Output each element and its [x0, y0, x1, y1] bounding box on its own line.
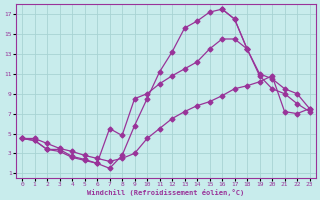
- X-axis label: Windchill (Refroidissement éolien,°C): Windchill (Refroidissement éolien,°C): [87, 189, 244, 196]
